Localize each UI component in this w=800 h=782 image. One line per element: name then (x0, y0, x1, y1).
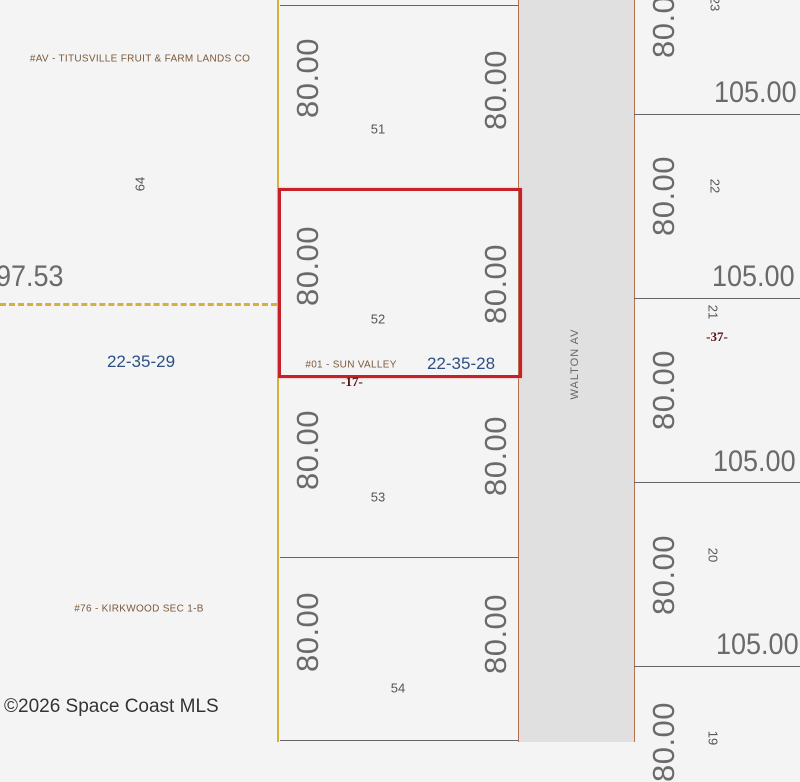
lot-number[interactable]: 19 (705, 730, 721, 746)
dimension-label: 80.00 (478, 415, 513, 497)
lot-number-selected[interactable]: 52 (370, 311, 386, 327)
lot-number[interactable]: 23 (707, 0, 723, 12)
dimension-label: 105.00 (712, 260, 795, 293)
dimension-label: 80.00 (478, 49, 513, 131)
lot-line (634, 114, 800, 115)
dimension-label: 80.00 (646, 349, 681, 431)
subdivision-label: #AV - TITUSVILLE FRUIT & FARM LANDS CO (29, 53, 251, 65)
section-label: 22-35-29 (106, 352, 176, 371)
lot-number[interactable]: 53 (370, 489, 386, 505)
lot-line (634, 482, 800, 483)
lot-line (634, 666, 800, 667)
block-label: -37- (706, 329, 728, 344)
dimension-label: 80.00 (646, 155, 681, 237)
lot-number[interactable]: 22 (707, 178, 723, 194)
dimension-label: 80.00 (646, 0, 681, 59)
lot-number[interactable]: 20 (705, 547, 721, 563)
dimension-label: 105.00 (716, 628, 799, 661)
dimension-label: 97.53 (0, 260, 64, 293)
lot-number[interactable]: 51 (370, 121, 386, 137)
dimension-label: 80.00 (290, 37, 325, 119)
lot-number[interactable]: 64 (132, 176, 148, 192)
section-label: 22-35-28 (426, 354, 496, 373)
lot-line (280, 740, 518, 741)
dimension-label: 80.00 (478, 243, 513, 325)
dimension-label: 80.00 (290, 409, 325, 491)
block-label: -17- (341, 374, 363, 389)
dimension-label: 80.00 (646, 534, 681, 616)
dimension-label: 105.00 (714, 76, 797, 109)
dimension-label: 105.00 (713, 445, 796, 478)
copyright-watermark: ©2026 Space Coast MLS (4, 696, 219, 717)
lot-line (280, 5, 518, 6)
dimension-label: 80.00 (290, 225, 325, 307)
dimension-label: 80.00 (290, 591, 325, 673)
dimension-label: 80.00 (478, 593, 513, 675)
selected-parcel-outline[interactable] (278, 188, 522, 378)
walton-av-road (518, 0, 635, 742)
lot-line (634, 298, 800, 299)
section-boundary-horizontal (0, 303, 277, 306)
street-label: WALTON AV (569, 328, 581, 400)
lot-line (280, 557, 518, 558)
lot-number[interactable]: 21 (705, 304, 721, 320)
subdivision-label: #01 - SUN VALLEY (305, 359, 397, 371)
lot-number[interactable]: 54 (390, 680, 406, 696)
subdivision-label: #76 - KIRKWOOD SEC 1-B (74, 603, 204, 615)
